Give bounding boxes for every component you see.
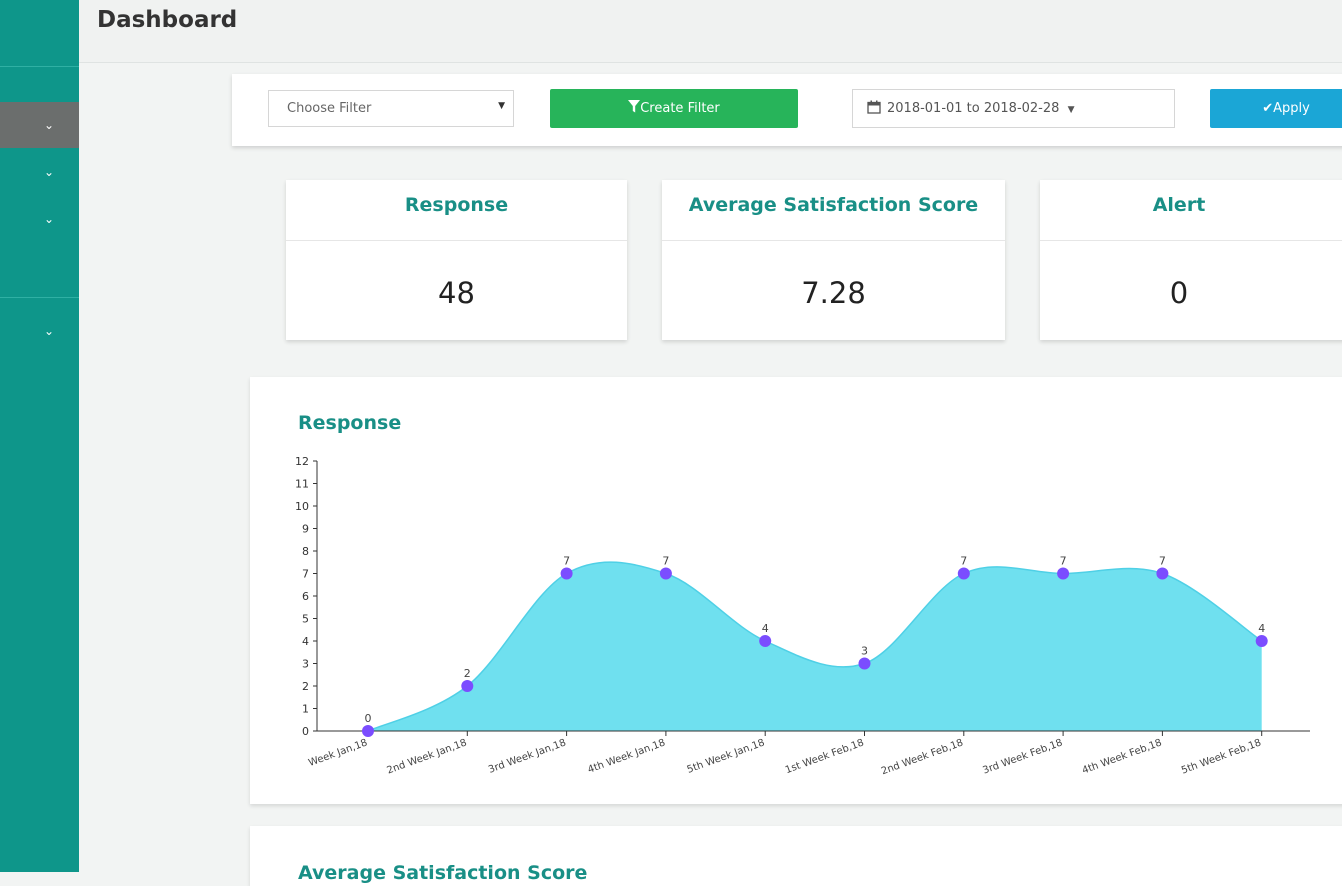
apply-button[interactable]: ✔Apply xyxy=(1210,89,1342,128)
x-tick-label: 1st Week Feb,18 xyxy=(784,737,866,776)
data-label: 3 xyxy=(861,645,868,658)
sidebar-divider xyxy=(0,297,79,298)
stat-value: 0 xyxy=(1169,276,1189,310)
check-icon: ✔ xyxy=(1262,101,1274,116)
data-label: 0 xyxy=(365,712,372,725)
data-point xyxy=(461,680,474,692)
filter-bar: Choose Filter ▼ Create Filter 2018-01-01… xyxy=(232,74,1342,146)
satisfaction-chart-card: Average Satisfaction Score xyxy=(250,826,1342,886)
y-tick-label: 1 xyxy=(302,703,309,716)
area-fill xyxy=(368,562,1262,731)
stat-value: 48 xyxy=(438,276,475,310)
x-tick-label: 5th Week Jan,18 xyxy=(686,737,767,775)
chevron-down-icon[interactable]: ⌄ xyxy=(43,324,55,338)
y-tick-label: 5 xyxy=(302,613,309,626)
top-bar: Dashboard xyxy=(79,0,1342,63)
data-label: 7 xyxy=(662,555,669,568)
data-point xyxy=(1156,567,1169,580)
chevron-down-icon[interactable]: ⌄ xyxy=(43,118,55,132)
x-tick-label: 4th Week Jan,18 xyxy=(586,737,667,775)
data-point xyxy=(659,567,672,580)
data-point xyxy=(362,725,374,737)
response-chart-card: Response 0 1 2 3 4 5 6 7 8 9 10 11 12 Week Jan,18 2nd … xyxy=(250,377,1342,804)
data-point xyxy=(957,567,970,580)
y-tick-label: 3 xyxy=(302,658,309,671)
data-label: 7 xyxy=(1159,555,1166,568)
page-title: Dashboard xyxy=(97,7,238,33)
y-tick-label: 10 xyxy=(295,500,309,513)
y-tick-label: 12 xyxy=(295,455,309,468)
y-tick-label: 0 xyxy=(302,725,309,738)
chevron-down-icon[interactable]: ⌄ xyxy=(43,212,55,226)
y-tick-label: 8 xyxy=(302,545,309,558)
x-tick-label: 2nd Week Jan,18 xyxy=(386,737,469,776)
data-label: 7 xyxy=(563,555,570,568)
funnel-icon xyxy=(628,100,641,113)
x-tick-label: 3rd Week Feb,18 xyxy=(981,737,1064,776)
stat-label: Average Satisfaction Score xyxy=(662,180,1005,241)
date-range-picker[interactable]: 2018-01-01 to 2018-02-28 ▼ xyxy=(852,89,1175,128)
stat-value: 7.28 xyxy=(801,276,866,310)
data-point xyxy=(858,657,871,670)
y-tick-label: 2 xyxy=(302,680,309,693)
data-point xyxy=(560,567,573,580)
caret-down-icon: ▼ xyxy=(498,101,505,111)
data-point xyxy=(759,635,772,647)
data-point xyxy=(1057,567,1070,580)
y-tick-label: 11 xyxy=(295,478,309,491)
date-range-value: 2018-01-01 to 2018-02-28 xyxy=(887,101,1060,116)
x-tick-label: 5th Week Feb,18 xyxy=(1180,737,1263,776)
calendar-icon xyxy=(867,100,881,114)
create-filter-button[interactable]: Create Filter xyxy=(550,89,798,128)
data-label: 7 xyxy=(960,555,967,568)
create-filter-label: Create Filter xyxy=(640,101,720,116)
data-label: 4 xyxy=(762,622,769,635)
y-tick-label: 7 xyxy=(302,568,309,581)
data-point xyxy=(1255,635,1268,647)
choose-filter-label: Choose Filter xyxy=(287,101,372,116)
stat-card-response: Response 48 xyxy=(286,180,627,340)
choose-filter-select[interactable]: Choose Filter ▼ xyxy=(268,90,514,127)
y-tick-label: 4 xyxy=(302,635,309,648)
x-tick-label: 4th Week Feb,18 xyxy=(1081,737,1164,776)
data-label: 4 xyxy=(1258,622,1265,635)
series-line xyxy=(367,561,1263,732)
sidebar: ⌄ ⌄ ⌄ ⌄ xyxy=(0,0,79,872)
chevron-down-icon[interactable]: ⌄ xyxy=(43,165,55,179)
stat-card-alert: Alert 0 xyxy=(1040,180,1342,340)
x-tick-label: 2nd Week Feb,18 xyxy=(880,737,965,777)
stat-card-satisfaction: Average Satisfaction Score 7.28 xyxy=(662,180,1005,340)
stat-label: Response xyxy=(286,180,627,241)
data-label: 2 xyxy=(464,667,471,680)
stat-label: Alert xyxy=(1040,180,1342,241)
y-tick-label: 6 xyxy=(302,590,309,603)
y-tick-label: 9 xyxy=(302,523,309,536)
chart-title: Response xyxy=(298,412,402,434)
x-tick-label: 3rd Week Jan,18 xyxy=(487,737,568,775)
apply-label: Apply xyxy=(1273,101,1310,116)
data-label: 7 xyxy=(1060,555,1067,568)
sidebar-item-active[interactable] xyxy=(0,102,79,148)
chart-title: Average Satisfaction Score xyxy=(298,862,588,884)
sidebar-divider xyxy=(0,66,79,67)
caret-down-icon: ▼ xyxy=(1067,105,1075,115)
x-tick-label: Week Jan,18 xyxy=(307,737,369,769)
